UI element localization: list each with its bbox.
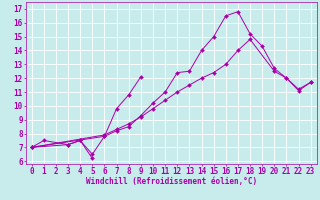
X-axis label: Windchill (Refroidissement éolien,°C): Windchill (Refroidissement éolien,°C) <box>86 177 257 186</box>
